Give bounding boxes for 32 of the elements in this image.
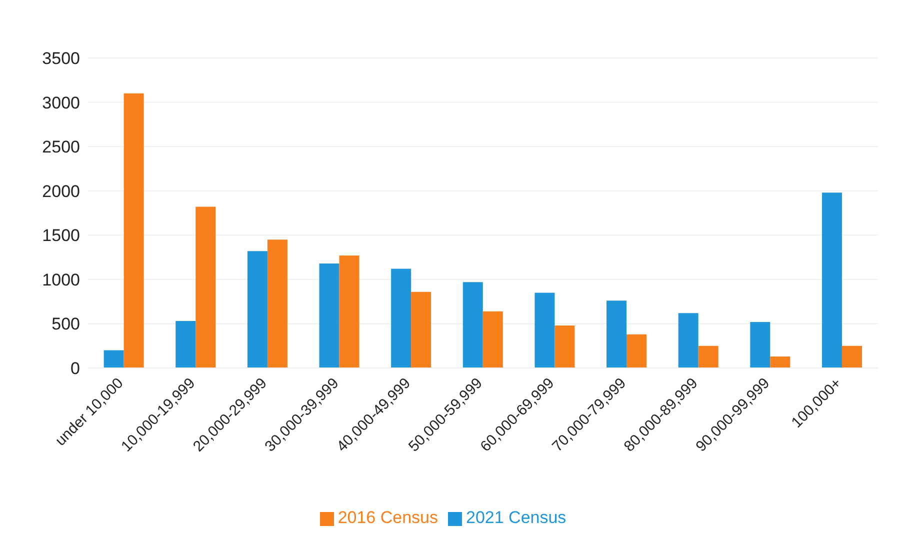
y-tick-label: 3000 — [42, 93, 80, 112]
bar — [391, 268, 412, 368]
y-tick-label: 0 — [70, 359, 80, 378]
y-tick-label: 2000 — [42, 182, 80, 201]
legend-label: 2016 Census — [338, 508, 438, 527]
bar — [104, 350, 124, 368]
bar — [267, 240, 288, 368]
bar — [462, 282, 483, 368]
bar — [176, 321, 196, 368]
y-tick-label: 2500 — [42, 138, 80, 157]
bar — [842, 346, 862, 368]
y-tick-label: 3500 — [42, 49, 80, 68]
y-tick-label: 500 — [52, 314, 80, 334]
bar — [196, 206, 216, 368]
bar — [534, 292, 555, 368]
bar — [554, 325, 575, 368]
bar — [822, 192, 842, 368]
bar — [124, 93, 144, 368]
bar — [770, 356, 790, 368]
legend-label: 2021 Census — [466, 508, 566, 527]
y-tick-label: 1500 — [42, 226, 80, 246]
bar — [750, 322, 770, 368]
bar — [626, 334, 647, 368]
bar — [411, 292, 432, 368]
y-tick-label: 1000 — [42, 270, 80, 290]
bar — [606, 300, 627, 368]
bar — [319, 263, 340, 368]
bar — [678, 313, 698, 368]
bar — [482, 311, 503, 368]
bar — [339, 256, 360, 368]
bar — [247, 251, 268, 368]
bar — [698, 346, 718, 368]
